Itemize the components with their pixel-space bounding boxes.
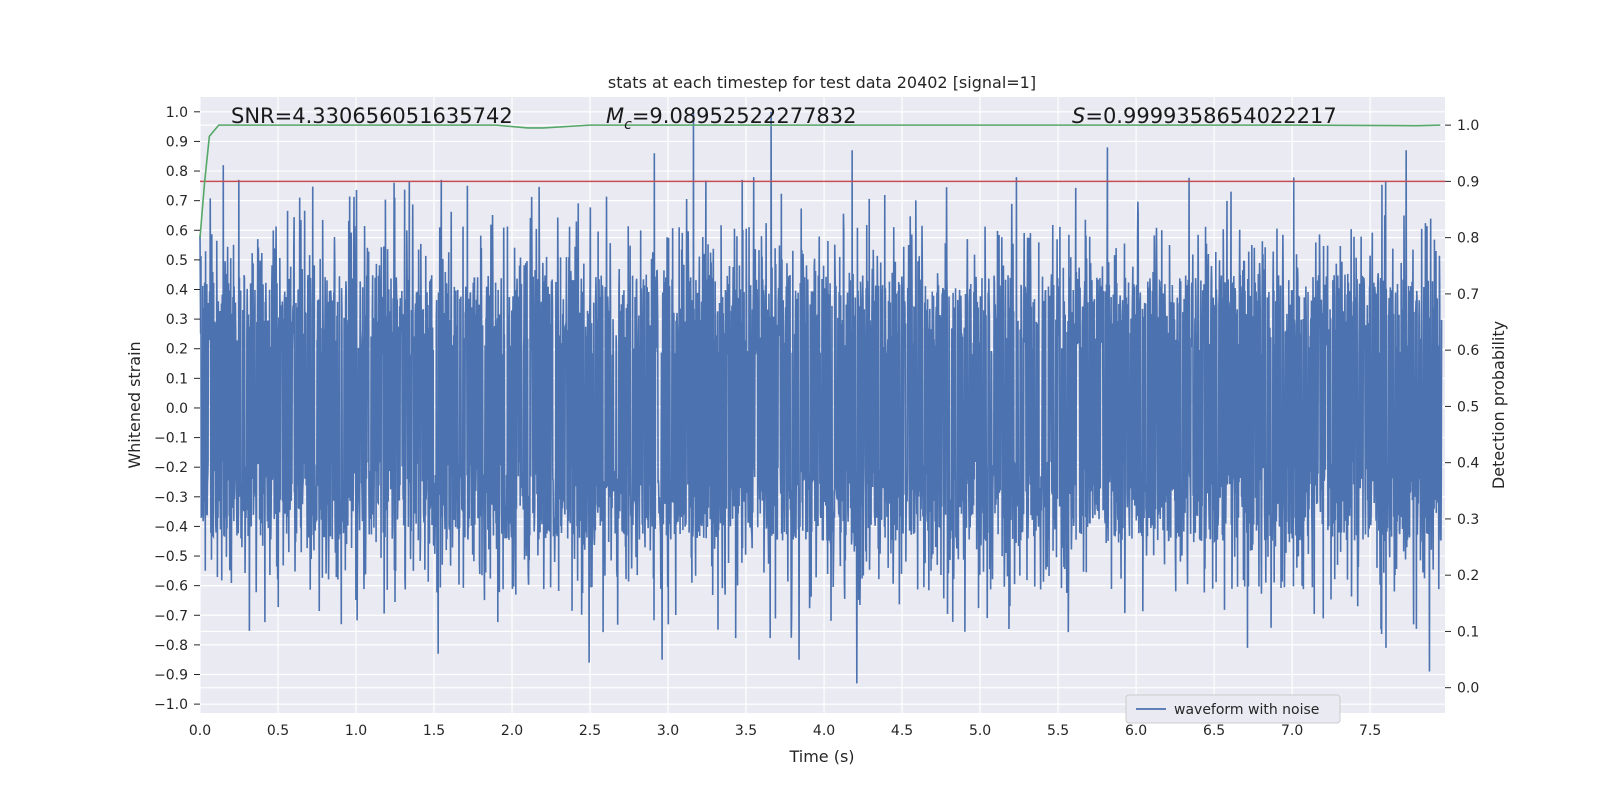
y-tick-label: −0.5 — [154, 549, 188, 565]
y-tick-label: −0.4 — [154, 519, 188, 535]
y-tick-label: 0.2 — [166, 342, 188, 358]
x-tick-label: 0.0 — [189, 723, 211, 739]
chirp-mass-annotation: Mc=9.08952522277832 — [606, 104, 857, 133]
y-tick-label: −0.6 — [154, 579, 188, 595]
y2-tick-label: 0.8 — [1457, 231, 1479, 247]
legend-label: waveform with noise — [1174, 702, 1319, 718]
y2-axis-label: Detection probability — [1489, 321, 1508, 489]
legend-box — [1125, 694, 1341, 724]
x-tick-label: 5.5 — [1047, 723, 1069, 739]
x-tick-label: 4.0 — [813, 723, 835, 739]
y2-tick-label: 0.7 — [1457, 287, 1479, 303]
x-tick-label: 6.0 — [1125, 723, 1147, 739]
y2-tick-label: 0.2 — [1457, 568, 1479, 584]
y-tick-label: 0.5 — [166, 253, 188, 269]
y2-tick-label: 1.0 — [1457, 118, 1479, 134]
detection-probability-series — [199, 124, 1441, 238]
y2-tick-label: 0.0 — [1457, 681, 1479, 697]
y-tick-label: 1.0 — [166, 105, 188, 121]
y-tick-label: −0.3 — [154, 490, 188, 506]
x-tick-label: 1.0 — [345, 723, 367, 739]
y-tick-label: 0.8 — [166, 164, 188, 180]
y2-tick-label: 0.5 — [1457, 399, 1479, 415]
y-tick-label: 0.9 — [166, 134, 188, 150]
significance-annotation: S=0.9999358654022217 — [1072, 104, 1337, 128]
y2-tick-label: 0.9 — [1457, 174, 1479, 190]
y2-tick-label: 0.4 — [1457, 456, 1479, 472]
x-tick-label: 5.0 — [969, 723, 991, 739]
y2-axis-ticks: 1.0 0.9 0.8 0.7 0.6 0.5 0.4 0.3 0.2 0.1 0.0 — [1445, 118, 1479, 697]
y2-tick-label: 0.1 — [1457, 624, 1479, 640]
x-tick-label: 4.5 — [891, 723, 913, 739]
waveform-series — [199, 111, 1443, 684]
y-tick-label: 0.1 — [166, 371, 188, 387]
y-tick-label: 0.7 — [166, 194, 188, 210]
x-tick-label: 6.5 — [1203, 723, 1225, 739]
legend: waveform with noise — [1125, 694, 1341, 724]
y-tick-label: 0.0 — [166, 401, 188, 417]
x-tick-label: 7.5 — [1359, 723, 1381, 739]
x-tick-label: 0.5 — [267, 723, 289, 739]
x-tick-label: 2.0 — [501, 723, 523, 739]
x-axis-label: Time (s) — [788, 747, 854, 766]
y-tick-label: −0.9 — [154, 668, 188, 684]
chart-title: stats at each timestep for test data 204… — [608, 73, 1036, 92]
y-tick-label: −1.0 — [154, 697, 188, 713]
x-axis-ticks: 0.0 0.5 1.0 1.5 2.0 2.5 3.0 3.5 4.0 4.5 5.0 5.5 6.0 6… — [189, 723, 1381, 739]
x-tick-label: 3.5 — [735, 723, 757, 739]
y-axis-ticks: 1.0 0.9 0.8 0.7 0.6 0.5 0.4 0.3 0.2 0.1 0.0 −0.1 −0.… — [154, 105, 200, 713]
y-tick-label: −0.8 — [154, 638, 188, 654]
y-tick-label: −0.2 — [154, 460, 188, 476]
y2-tick-label: 0.6 — [1457, 343, 1479, 359]
y-tick-label: 0.3 — [166, 312, 188, 328]
x-tick-label: 3.0 — [657, 723, 679, 739]
y-tick-label: 0.6 — [166, 223, 188, 239]
x-tick-label: 7.0 — [1281, 723, 1303, 739]
y-tick-label: −0.7 — [154, 608, 188, 624]
snr-annotation: SNR=4.330656051635742 — [231, 104, 513, 128]
y-tick-label: −0.1 — [154, 431, 188, 447]
x-tick-label: 2.5 — [579, 723, 601, 739]
y-tick-label: 0.4 — [166, 283, 188, 299]
y2-tick-label: 0.3 — [1457, 512, 1479, 528]
y-axis-label: Whitened strain — [125, 341, 144, 468]
x-tick-label: 1.5 — [423, 723, 445, 739]
